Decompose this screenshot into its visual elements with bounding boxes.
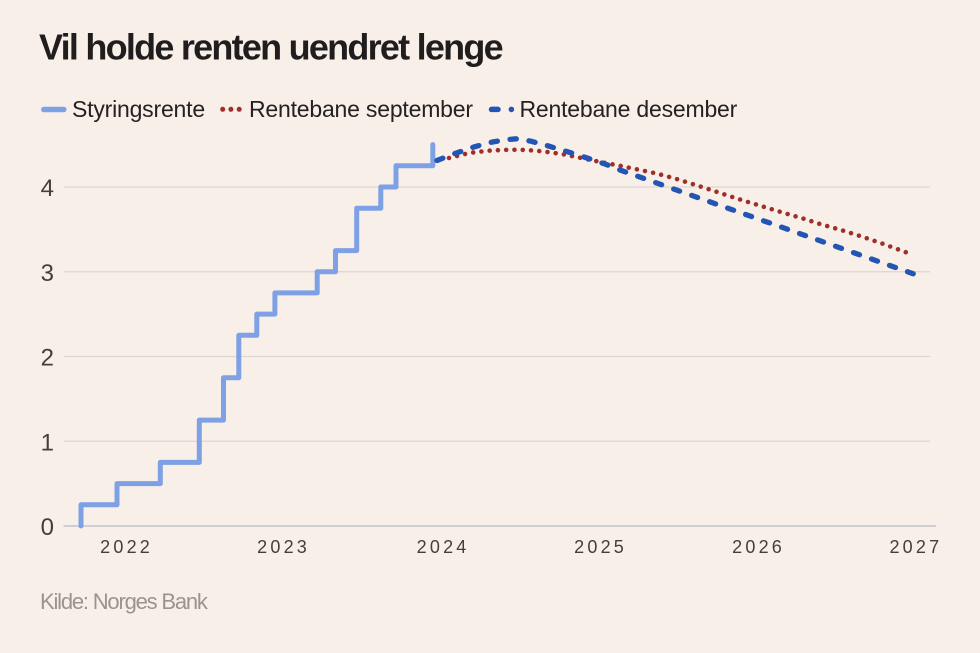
svg-text:2022: 2022 <box>100 537 153 557</box>
svg-text:2027: 2027 <box>889 537 942 557</box>
svg-text:2025: 2025 <box>574 537 627 557</box>
svg-text:2024: 2024 <box>417 537 470 557</box>
svg-text:2023: 2023 <box>257 537 310 557</box>
svg-text:4: 4 <box>41 175 54 202</box>
svg-text:Kilde: Norges Bank: Kilde: Norges Bank <box>40 589 209 614</box>
svg-text:0: 0 <box>41 514 54 541</box>
svg-text:2: 2 <box>41 345 54 372</box>
svg-text:Styringsrente: Styringsrente <box>72 96 205 122</box>
svg-text:Vil holde renten uendret lenge: Vil holde renten uendret lenge <box>39 27 503 68</box>
svg-text:3: 3 <box>41 260 54 287</box>
svg-text:Rentebane desember: Rentebane desember <box>520 96 738 122</box>
svg-text:2026: 2026 <box>732 537 785 557</box>
svg-text:1: 1 <box>41 429 54 456</box>
svg-text:Rentebane september: Rentebane september <box>249 96 473 122</box>
